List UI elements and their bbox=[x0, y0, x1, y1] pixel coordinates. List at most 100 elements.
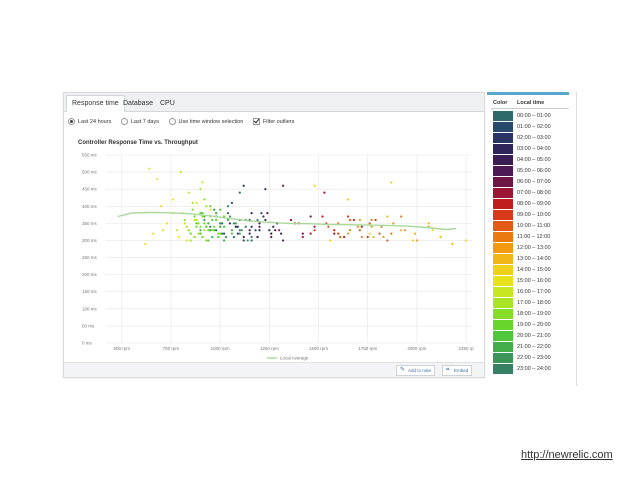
legend-color-swatch bbox=[493, 122, 513, 132]
data-point bbox=[199, 212, 202, 215]
data-point bbox=[400, 229, 403, 232]
data-point bbox=[197, 222, 200, 225]
legend-divider bbox=[491, 108, 569, 109]
data-point bbox=[211, 218, 214, 222]
legend-color-swatch bbox=[493, 243, 513, 253]
data-point bbox=[195, 201, 198, 204]
checkbox-filter-outliers[interactable] bbox=[252, 118, 260, 125]
data-point bbox=[197, 232, 200, 235]
y-axis: 0 ms 50 ms 100 ms 150 ms 200 ms 250 ms 300 ms 3… bbox=[82, 153, 98, 346]
data-point bbox=[258, 229, 261, 232]
page-divider bbox=[576, 92, 577, 386]
data-point bbox=[193, 215, 196, 218]
data-point bbox=[215, 229, 218, 232]
source-link[interactable]: http://newrelic.com bbox=[521, 449, 613, 461]
option-filter-outliers[interactable]: Filter outliers bbox=[252, 118, 295, 125]
legend-row: 04:00 – 05:00 bbox=[493, 155, 569, 166]
option-time-window[interactable]: Use time window selection bbox=[168, 118, 243, 125]
data-point bbox=[248, 229, 251, 232]
data-point bbox=[321, 215, 324, 218]
data-point bbox=[313, 225, 316, 228]
data-point bbox=[301, 232, 304, 235]
legend-color-swatch bbox=[493, 364, 513, 374]
data-point bbox=[191, 201, 194, 204]
data-point bbox=[242, 184, 245, 187]
legend-time-label: 01:00 – 02:00 bbox=[517, 124, 551, 130]
data-point bbox=[346, 232, 350, 235]
legend-color-swatch bbox=[493, 254, 513, 264]
legend-color-swatch bbox=[493, 221, 513, 231]
legend-time-label: 18:00 – 19:00 bbox=[517, 311, 551, 317]
data-point bbox=[185, 225, 188, 228]
legend-row: 17:00 – 18:00 bbox=[493, 298, 569, 309]
embed-button[interactable]: ⌗ Embed bbox=[442, 365, 473, 376]
tab-cpu[interactable]: CPU bbox=[160, 100, 175, 107]
data-point bbox=[187, 229, 190, 232]
data-point bbox=[199, 229, 202, 232]
data-point bbox=[230, 201, 234, 204]
data-point bbox=[254, 229, 257, 232]
scatter-plot: 0 ms 50 ms 100 ms 150 ms 200 ms 250 ms 300 ms 3… bbox=[82, 153, 474, 361]
data-point bbox=[327, 225, 330, 228]
tab-response-time[interactable]: Response time bbox=[66, 95, 125, 112]
data-point bbox=[152, 232, 155, 235]
radio-last-7-days[interactable] bbox=[120, 118, 128, 125]
x-tick-label: 2250 rp bbox=[458, 346, 474, 351]
option-last-7-days[interactable]: Last 7 days bbox=[120, 118, 159, 125]
data-point bbox=[258, 222, 261, 225]
tab-database[interactable]: Database bbox=[123, 100, 153, 107]
y-tick-label: 0 ms bbox=[82, 341, 93, 346]
y-tick-label: 400 ms bbox=[82, 204, 98, 209]
data-point bbox=[413, 232, 417, 235]
data-point bbox=[246, 239, 249, 242]
data-point bbox=[313, 229, 316, 232]
legend-color-swatch bbox=[493, 287, 513, 297]
legend-time-label: 15:00 – 16:00 bbox=[517, 278, 551, 284]
legend-color-swatch bbox=[493, 265, 513, 275]
data-point bbox=[230, 232, 234, 235]
radio-last-24-hours[interactable] bbox=[68, 118, 75, 125]
legend-row: 20:00 – 21:00 bbox=[493, 331, 569, 342]
data-point bbox=[217, 232, 220, 235]
data-point bbox=[289, 218, 293, 222]
data-point bbox=[268, 229, 271, 232]
legend-row: 09:00 – 10:00 bbox=[493, 210, 569, 221]
data-point bbox=[240, 229, 243, 232]
data-point bbox=[337, 232, 340, 235]
data-point bbox=[370, 218, 373, 222]
x-tick-label: 1000 rpm bbox=[211, 346, 230, 351]
legend-color-swatch bbox=[493, 331, 513, 341]
data-point bbox=[464, 239, 468, 242]
option-last-24-hours[interactable]: Last 24 hours bbox=[68, 118, 111, 125]
add-to-note-button[interactable]: ✎ Add to note bbox=[396, 365, 436, 376]
data-point bbox=[264, 188, 267, 191]
data-point bbox=[199, 188, 202, 191]
legend-color-swatch bbox=[493, 111, 513, 121]
option-last-7-days-label: Last 7 days bbox=[130, 118, 159, 125]
legend-time-label: 03:00 – 04:00 bbox=[517, 146, 551, 152]
chart-icon: ⌗ bbox=[446, 367, 450, 373]
data-point bbox=[278, 229, 281, 232]
data-point bbox=[242, 239, 245, 242]
x-tick-label: 500 rpm bbox=[113, 346, 130, 351]
y-tick-label: 550 ms bbox=[82, 153, 98, 158]
data-point bbox=[250, 239, 253, 242]
option-filter-outliers-label: Filter outliers bbox=[262, 118, 295, 125]
legend-time-label: 07:00 – 08:00 bbox=[517, 190, 551, 196]
legend-time-label: 00:00 – 01:00 bbox=[517, 113, 551, 119]
data-point bbox=[234, 222, 237, 225]
data-point bbox=[213, 229, 216, 232]
legend-color-swatch bbox=[493, 133, 513, 143]
data-point bbox=[219, 222, 222, 225]
chart-legend: Local Average bbox=[267, 356, 309, 361]
legend-time-label: 21:00 – 22:00 bbox=[517, 344, 551, 350]
legend-row: 14:00 – 15:00 bbox=[493, 265, 569, 276]
legend-row: 16:00 – 17:00 bbox=[493, 287, 569, 298]
data-point bbox=[209, 225, 212, 228]
data-point bbox=[191, 208, 194, 211]
data-point bbox=[148, 167, 151, 170]
data-point bbox=[187, 191, 190, 194]
data-point bbox=[264, 218, 267, 222]
radio-time-window[interactable] bbox=[168, 118, 176, 125]
data-point bbox=[386, 215, 389, 218]
